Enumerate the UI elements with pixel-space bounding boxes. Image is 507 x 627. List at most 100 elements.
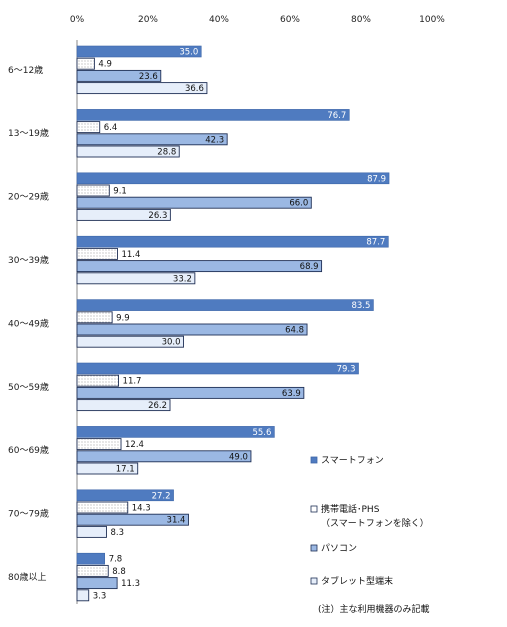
bar-1 xyxy=(76,109,350,121)
bar-value-label: 30.0 xyxy=(162,338,181,348)
bar-4 xyxy=(76,525,107,538)
bar-value-label: 7.8 xyxy=(109,555,123,565)
bar-1 xyxy=(76,45,202,58)
bar-3 xyxy=(76,386,305,399)
category-label: 80歳以上 xyxy=(8,571,46,583)
legend-swatch xyxy=(310,505,318,513)
bar-2 xyxy=(76,311,113,324)
legend-swatch xyxy=(310,456,318,464)
bar-1 xyxy=(76,362,359,375)
bar-1 xyxy=(76,552,105,565)
bar-value-label: 6.4 xyxy=(104,123,118,133)
bar-2 xyxy=(76,57,95,70)
bar-3 xyxy=(76,133,228,146)
x-tick-label: 20% xyxy=(138,15,158,25)
bar-value-label: 8.8 xyxy=(112,567,126,577)
bar-value-label: 55.6 xyxy=(252,428,271,438)
category-label: 50～59歳 xyxy=(8,381,49,393)
bar-2 xyxy=(76,438,122,451)
bar-1 xyxy=(76,489,174,502)
bar-value-label: 23.6 xyxy=(139,72,158,82)
legend-swatch xyxy=(310,577,318,585)
bar-value-label: 35.0 xyxy=(179,48,198,58)
legend-label-sub: （スマートフォンを除く） xyxy=(321,517,429,529)
bar-1 xyxy=(76,299,374,311)
category-label: 6～12歳 xyxy=(8,64,43,76)
bar-2 xyxy=(76,184,110,197)
category-label: 60～69歳 xyxy=(8,444,49,456)
bar-value-label: 12.4 xyxy=(125,440,144,450)
bar-value-label: 64.8 xyxy=(285,326,304,336)
bar-value-label: 83.5 xyxy=(351,301,370,311)
bar-value-label: 36.6 xyxy=(185,84,204,94)
bar-value-label: 31.4 xyxy=(167,516,186,526)
bar-2 xyxy=(76,374,119,387)
bar-3 xyxy=(76,323,308,336)
bar-value-label: 68.9 xyxy=(300,262,319,272)
bar-value-label: 66.0 xyxy=(289,199,308,209)
bar-value-label: 26.3 xyxy=(148,211,167,221)
bar-3 xyxy=(76,577,118,590)
bar-value-label: 42.3 xyxy=(205,135,224,145)
category-label: 40～49歳 xyxy=(8,317,49,329)
bar-value-label: 79.3 xyxy=(337,365,356,375)
bar-2 xyxy=(76,501,129,514)
legend-label: パソコン xyxy=(321,543,357,554)
bar-1 xyxy=(76,235,389,248)
x-tick-label: 80% xyxy=(351,15,371,25)
legend-swatch xyxy=(310,544,318,552)
bar-value-label: 11.3 xyxy=(121,579,140,589)
category-labels: 6～12歳 13～19歳 20～29歳 30～39歳 40～49歳 50～59歳 60～69… xyxy=(8,64,49,583)
bar-value-label: 8.3 xyxy=(110,528,124,538)
category-label: 30～39歳 xyxy=(8,254,49,266)
bar-value-label: 11.7 xyxy=(123,377,142,387)
bar-4 xyxy=(76,589,90,602)
bar-2 xyxy=(76,247,118,260)
chart-note: (注）主な利用機器のみ記載 xyxy=(318,603,430,615)
bar-value-label: 87.7 xyxy=(366,238,385,248)
bar-4 xyxy=(76,399,171,412)
bar-3 xyxy=(76,69,162,82)
bar-2 xyxy=(76,564,109,577)
bar-4 xyxy=(76,208,171,221)
bar-4 xyxy=(76,82,208,95)
bar-1 xyxy=(76,172,390,185)
bar-2 xyxy=(76,121,101,134)
bar-value-label: 3.3 xyxy=(93,591,107,601)
bar-3 xyxy=(76,450,252,463)
bar-value-label: 9.1 xyxy=(113,187,127,197)
bar-value-label: 11.4 xyxy=(121,250,140,260)
x-axis-ticks: 0% 20% 40% 60% 80% 100% xyxy=(70,15,445,25)
legend-label: タブレット型端末 xyxy=(321,575,393,587)
bar-value-label: 17.1 xyxy=(116,465,135,475)
bar-value-label: 49.0 xyxy=(229,452,248,462)
bar-value-label: 33.2 xyxy=(173,274,192,284)
x-tick-label: 0% xyxy=(70,15,85,25)
bar-value-label: 14.3 xyxy=(132,504,151,514)
bar-value-label: 87.9 xyxy=(367,174,386,184)
bar-value-label: 63.9 xyxy=(282,389,301,399)
bar-value-label: 28.8 xyxy=(157,148,176,158)
bar-4 xyxy=(76,145,180,158)
legend-label: スマートフォン xyxy=(321,456,384,466)
bar-3 xyxy=(76,196,312,209)
bar-value-label: 27.2 xyxy=(152,491,171,501)
bar-3 xyxy=(76,513,189,526)
bar-value-label: 76.7 xyxy=(327,111,346,121)
bar-value-label: 4.9 xyxy=(98,60,112,70)
category-label: 70～79歳 xyxy=(8,508,49,520)
category-label: 13～19歳 xyxy=(8,127,49,139)
category-label: 20～29歳 xyxy=(8,191,49,203)
bar-4 xyxy=(76,335,184,348)
x-tick-label: 100% xyxy=(419,15,445,25)
bar-value-label: 26.2 xyxy=(148,401,167,411)
bar-4 xyxy=(76,272,196,285)
bar-value-label: 9.9 xyxy=(116,313,130,323)
bar-series: 35.0 4.9 23.6 36.6 76.7 6.4 42.3 28.8 87.9 9.1 66.… xyxy=(76,45,390,602)
bar-3 xyxy=(76,260,323,273)
bar-4 xyxy=(76,462,139,475)
bar-1 xyxy=(76,426,275,438)
x-tick-label: 60% xyxy=(280,15,300,25)
